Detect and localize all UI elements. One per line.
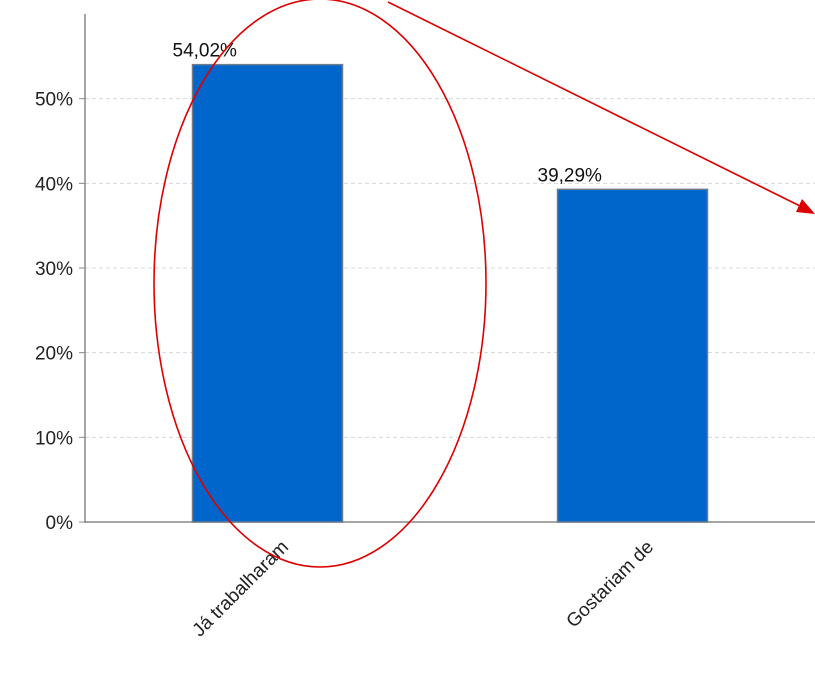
category-label: Já trabalharam (189, 537, 293, 641)
bar (191, 63, 344, 523)
bar (556, 188, 709, 523)
category-label: Gostariam de (563, 537, 658, 632)
annotation-arrowhead (796, 199, 815, 214)
y-tick-label: 0% (46, 513, 74, 534)
bars (191, 63, 709, 523)
category-labels: Já trabalharam Gostariam de (189, 537, 658, 641)
annotations (153, 0, 815, 568)
y-tick-label: 50% (35, 90, 73, 111)
y-tick-labels: 0% 10% 20% 30% 40% 50% (35, 90, 73, 534)
y-tick-label: 30% (35, 259, 73, 280)
bar-value-label: 39,29% (538, 165, 603, 186)
y-tick-label: 10% (35, 428, 73, 449)
y-tick-label: 20% (35, 344, 73, 365)
annotation-arrow-line (387, 1, 801, 207)
highlight-ellipse (153, 0, 487, 568)
bar-value-label: 54,02% (173, 41, 238, 62)
y-tick-label: 40% (35, 174, 73, 195)
